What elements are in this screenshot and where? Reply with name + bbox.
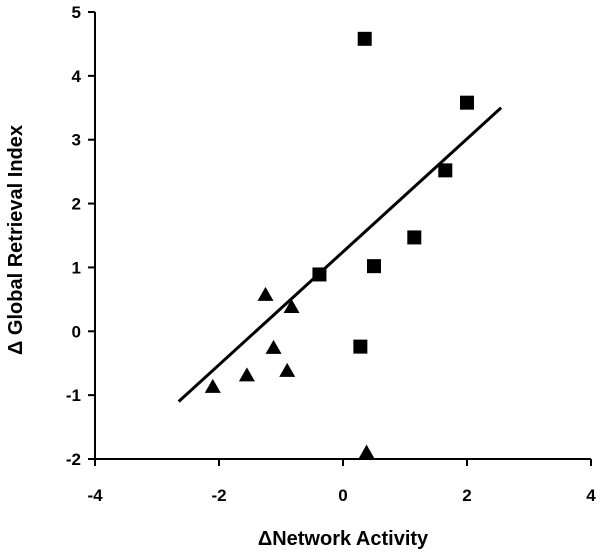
y-axis-title: Δ Global Retrieval Index xyxy=(5,125,27,355)
x-tick-label: 0 xyxy=(338,486,347,505)
square-point xyxy=(407,230,422,245)
triangle-point xyxy=(283,299,300,314)
x-tick-label: -4 xyxy=(87,486,103,505)
y-tick-label: -2 xyxy=(66,450,81,469)
square-point xyxy=(353,339,368,354)
y-tick-label: -1 xyxy=(66,386,81,405)
square-point xyxy=(367,259,381,274)
trendline xyxy=(177,106,503,403)
y-tick-label: 4 xyxy=(72,67,82,86)
square-point xyxy=(460,95,474,110)
y-ticks: -2 -1 0 1 2 3 4 5 xyxy=(66,3,95,469)
x-tick-label: 2 xyxy=(462,486,471,505)
y-tick-label: 0 xyxy=(72,322,81,341)
trendline-group xyxy=(177,106,503,403)
y-tick-label: 5 xyxy=(72,3,81,22)
x-axis-title: ΔNetwork Activity xyxy=(258,528,429,550)
x-tick-label: -2 xyxy=(211,486,226,505)
triangle-point xyxy=(265,339,282,354)
triangle-point xyxy=(238,367,255,382)
y-tick-label: 2 xyxy=(72,195,81,214)
triangle-point xyxy=(204,378,221,393)
square-point xyxy=(312,267,327,282)
y-tick-label: 3 xyxy=(72,131,81,150)
triangle-point xyxy=(279,362,296,377)
square-point xyxy=(357,31,372,46)
x-tick-label: 4 xyxy=(586,486,596,505)
x-ticks: -4 -2 0 2 4 xyxy=(87,459,596,505)
triangle-point xyxy=(257,286,274,301)
data-points xyxy=(204,31,474,459)
y-tick-label: 1 xyxy=(72,258,81,277)
square-point xyxy=(438,163,453,178)
triangle-point xyxy=(358,444,375,459)
